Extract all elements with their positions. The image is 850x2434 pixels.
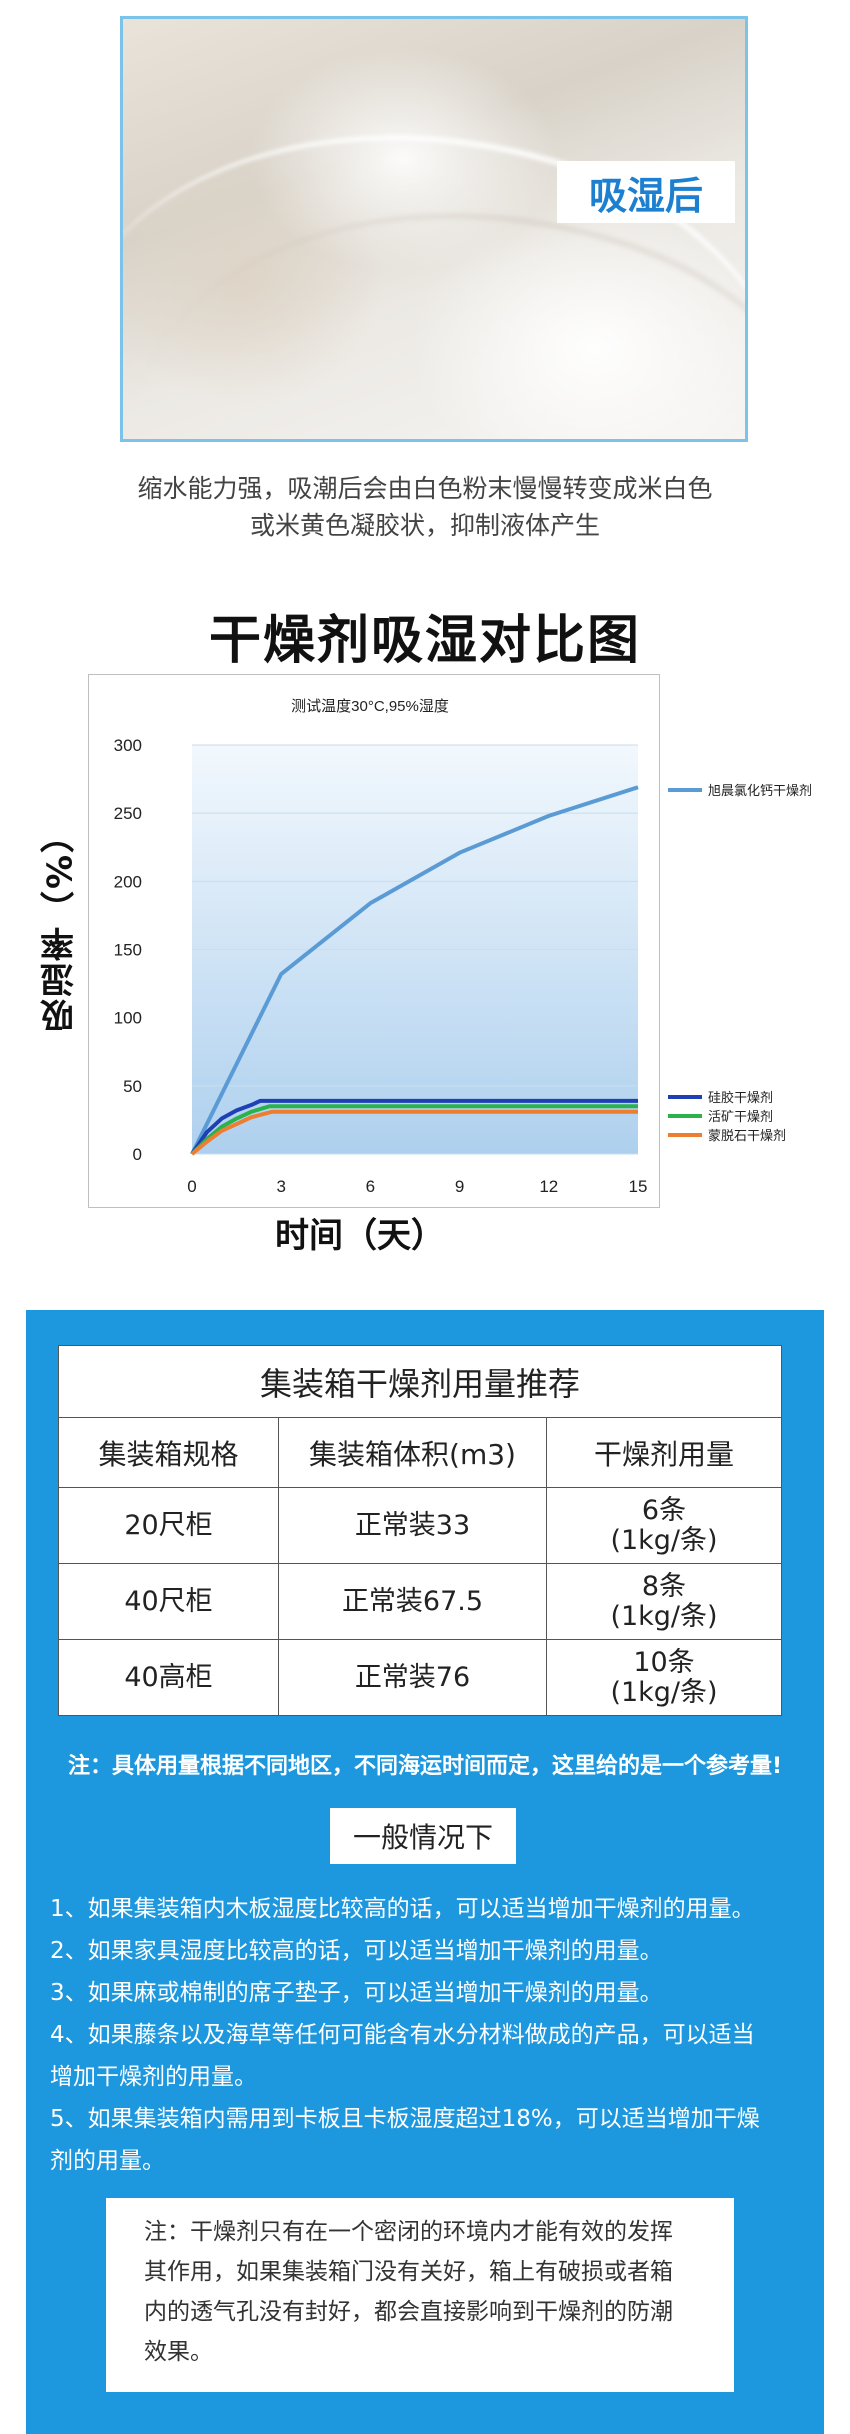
series-line [190,1098,638,1156]
y-tick-label: 50 [123,1077,142,1096]
chart-title: 干燥剂吸湿对比图 [208,611,641,671]
x-tick-label: 9 [455,1177,464,1196]
row-amount-count: 8条 [641,1570,687,1602]
desiccant-chart: 测试温度30°C,95%湿度 0 50 100 150 200 250 300 0 3 6 9 12 1… [114,698,812,1196]
recommendation-table: 集装箱干燥剂用量推荐 集装箱规格 集装箱体积(m3) 干燥剂用量 20尺柜 正常… [58,1345,782,1716]
tip-item-continued: 增加干燥剂的用量。 [50,2064,257,2090]
final-note-line: 其作用，如果集装箱门没有关好，箱上有破损或者箱 [144,2259,673,2285]
usage-note: 注：具体用量根据不同地区，不同海运时间而定，这里给的是一个参考量! [67,1754,783,1779]
table-row: 40高柜 正常装76 10条 (1kg/条) [58,1639,782,1716]
tip-item: 3、如果麻或棉制的席子垫子，可以适当增加干燥剂的用量。 [50,1980,663,2006]
y-tick-label: 0 [133,1145,142,1164]
final-note-line: 效果。 [144,2339,213,2365]
legend-label: 蒙脱石干燥剂 [708,1128,786,1143]
table-row: 20尺柜 正常装33 6条 (1kg/条) [58,1487,782,1564]
description-line-1: 缩水能力强，吸潮后会由白色粉末慢慢转变成米白色 [137,474,713,503]
y-tick-label: 100 [114,1009,142,1028]
row-amount-unit: (1kg/条) [610,1524,718,1556]
final-note-line: 注：干燥剂只有在一个密闭的环境内才能有效的发挥 [144,2219,673,2245]
row-amount: 8条 (1kg/条) [546,1563,782,1640]
legend-label: 活矿干燥剂 [708,1109,773,1124]
x-tick-label: 3 [276,1177,285,1196]
y-tick-label: 300 [114,736,142,755]
table-caption: 集装箱干燥剂用量推荐 [58,1345,782,1418]
series-line [190,785,639,1155]
row-amount: 6条 (1kg/条) [546,1487,782,1564]
tip-item: 4、如果藤条以及海草等任何可能含有水分材料做成的产品，可以适当 [50,2022,755,2048]
row-spec: 40高柜 [58,1639,279,1716]
row-spec: 20尺柜 [58,1487,279,1564]
row-amount-unit: (1kg/条) [610,1676,718,1708]
legend-label: 旭晨氯化钙干燥剂 [708,783,812,798]
tip-item-continued: 剂的用量。 [50,2148,165,2174]
table-row: 40尺柜 正常装67.5 8条 (1kg/条) [58,1563,782,1640]
tip-item: 5、如果集装箱内需用到卡板且卡板湿度超过18%，可以适当增加干燥 [50,2106,760,2132]
legend-label: 硅胶干燥剂 [708,1090,773,1105]
row-amount-count: 10条 [633,1646,695,1678]
y-tick-label: 250 [114,804,142,823]
tip-item: 1、如果集装箱内木板湿度比较高的话，可以适当增加干燥剂的用量。 [50,1896,755,1922]
x-tick-label: 15 [629,1177,648,1196]
chart-x-label: 时间（天） [275,1216,445,1256]
row-amount: 10条 (1kg/条) [546,1639,782,1716]
row-amount-count: 6条 [641,1494,687,1526]
tip-item: 2、如果家具湿度比较高的话，可以适当增加干燥剂的用量。 [50,1938,663,1964]
row-spec: 40尺柜 [58,1563,279,1640]
x-tick-label: 6 [366,1177,375,1196]
header-amount: 干燥剂用量 [546,1417,782,1488]
header-spec: 集装箱规格 [58,1417,279,1488]
chart-subtitle: 测试温度30°C,95%湿度 [291,698,449,715]
row-amount-unit: (1kg/条) [610,1600,718,1632]
y-tick-label: 150 [114,941,142,960]
photo-label: 吸湿后 [557,161,735,223]
row-volume: 正常装33 [278,1487,547,1564]
header-volume: 集装箱体积(m3) [278,1417,547,1488]
x-tick-label: 0 [187,1177,196,1196]
description-line-2: 或米黄色凝胶状，抑制液体产生 [249,511,600,540]
recommendation-table-wrap: 集装箱干燥剂用量推荐 集装箱规格 集装箱体积(m3) 干燥剂用量 20尺柜 正常… [58,1345,782,1716]
product-photo: 吸湿后 [120,16,748,442]
final-note-line: 内的透气孔没有封好，都会直接影响到干燥剂的防潮 [144,2299,673,2325]
series-line [190,1104,638,1156]
y-tick-label: 200 [114,872,142,891]
tips-list: 1、如果集装箱内木板湿度比较高的话，可以适当增加干燥剂的用量。 2、如果家具湿度… [50,1888,800,2182]
final-note-box: 注：干燥剂只有在一个密闭的环境内才能有效的发挥 其作用，如果集装箱门没有关好，箱… [106,2198,734,2392]
row-volume: 正常装76 [278,1639,547,1716]
general-case-label: 一般情况下 [330,1808,516,1864]
table-header-row: 集装箱规格 集装箱体积(m3) 干燥剂用量 [58,1417,782,1488]
row-volume: 正常装67.5 [278,1563,547,1640]
x-tick-label: 12 [539,1177,558,1196]
series-line [190,1109,638,1156]
